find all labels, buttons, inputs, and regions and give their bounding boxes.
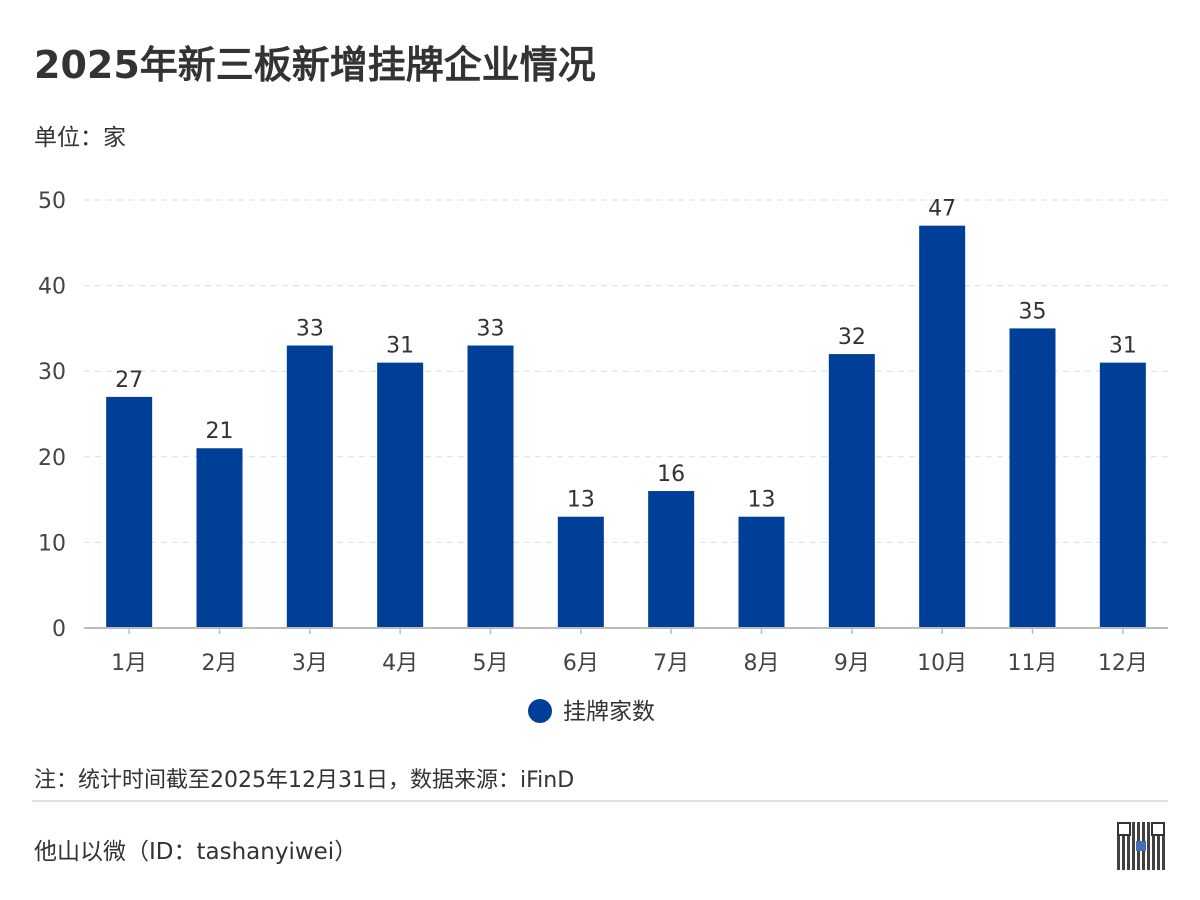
x-tick-label: 2月 [202,651,238,676]
bar [648,491,695,628]
qr-code-icon [1117,822,1165,870]
bar-chart: 0 10 20 30 40 50 27 1月 21 2月 33 3月 31 4月 33 5月 13 6月 16 7月 1… [38,189,1168,725]
data-label: 31 [1109,334,1137,359]
data-label: 33 [477,317,505,342]
data-label: 27 [115,368,143,393]
data-label: 13 [567,488,595,513]
x-tick-label: 11月 [1008,651,1058,676]
bar [919,225,966,628]
x-tick-label: 3月 [292,651,328,676]
data-label: 47 [928,197,956,222]
data-label: 35 [1019,299,1047,324]
brand-label: 他山以微（ID：tashanyiwei） [34,839,358,865]
source-note: 注：统计时间截至2025年12月31日，数据来源：iFinD [34,768,575,793]
x-tick-label: 6月 [563,651,599,676]
bar [196,448,243,628]
chart-title: 2025年新三板新增挂牌企业情况 [34,43,596,87]
x-tick-label: 5月 [473,651,509,676]
bar [557,516,604,628]
x-tick-label: 9月 [834,651,870,676]
bar [828,354,875,628]
y-tick-label: 30 [38,360,66,385]
data-label: 33 [296,317,324,342]
divider [32,800,1168,802]
data-label: 16 [657,462,685,487]
x-tick-label: 12月 [1098,651,1148,676]
x-tick-label: 4月 [382,651,418,676]
bar [738,516,785,628]
x-tick-label: 7月 [653,651,689,676]
bar [1099,362,1146,628]
bar [377,362,424,628]
data-label: 13 [748,488,776,513]
legend-label: 挂牌家数 [563,699,655,725]
bar [1009,328,1056,628]
x-tick-label: 8月 [744,651,780,676]
y-tick-label: 50 [38,189,66,214]
data-label: 32 [838,325,866,350]
x-tick-label: 10月 [917,651,967,676]
x-tick-label: 1月 [111,651,147,676]
y-tick-label: 20 [38,446,66,471]
unit-label: 单位：家 [34,125,126,151]
y-tick-label: 10 [38,531,66,556]
legend-marker [528,699,552,723]
data-label: 21 [206,419,234,444]
data-label: 31 [386,334,414,359]
bar [286,345,333,628]
y-tick-label: 0 [52,617,66,642]
bar [106,396,153,628]
y-tick-label: 40 [38,275,66,300]
bar [467,345,514,628]
